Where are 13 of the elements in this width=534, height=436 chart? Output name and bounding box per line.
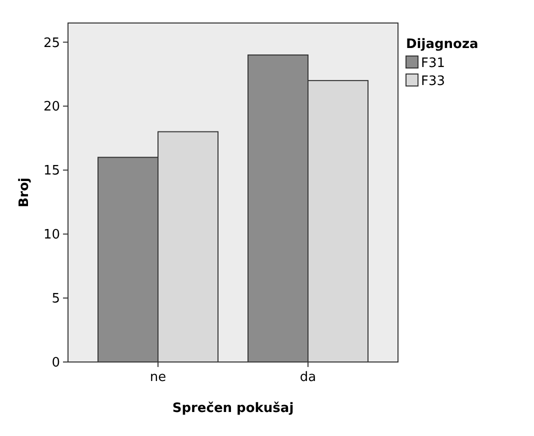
legend-label: F31 [421, 56, 446, 71]
y-tick-label: 20 [43, 100, 60, 115]
x-axis-title: Sprečen pokušaj [172, 401, 294, 416]
y-tick-label: 10 [43, 228, 60, 243]
legend-title: Dijagnoza [406, 37, 478, 52]
x-tick-label: da [300, 370, 316, 385]
legend-label: F33 [421, 74, 446, 89]
x-tick-label: ne [150, 370, 166, 385]
y-tick-label: 25 [43, 36, 60, 51]
y-tick-label: 5 [52, 292, 60, 307]
y-tick-label: 15 [43, 164, 60, 179]
y-tick-label: 0 [52, 356, 60, 371]
y-axis-title: Broj [17, 178, 32, 208]
